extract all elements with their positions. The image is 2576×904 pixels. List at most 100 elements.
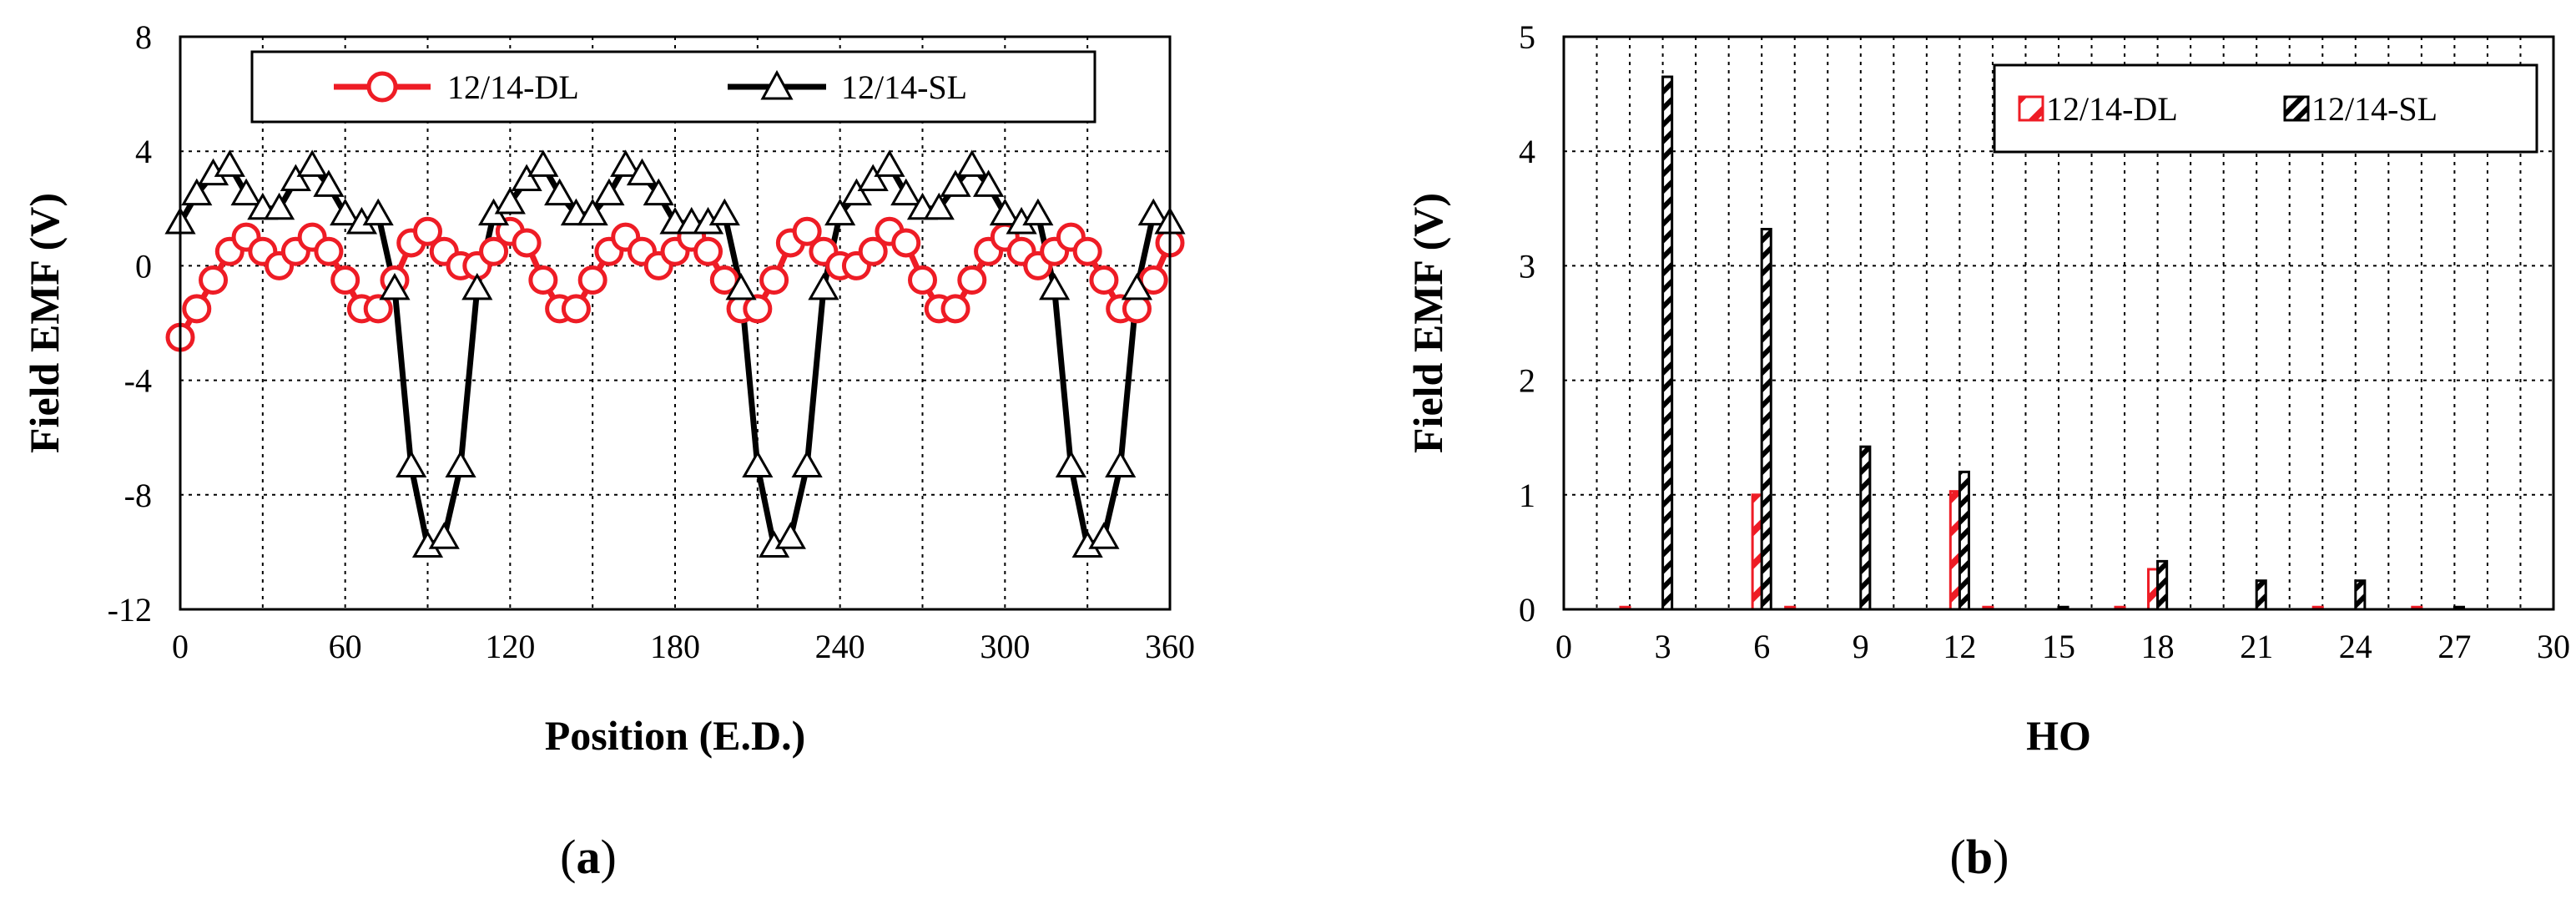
data-point-sl <box>230 178 262 206</box>
data-point-dl <box>1089 265 1119 295</box>
data-point-sl <box>791 450 823 477</box>
data-point-sl <box>1137 198 1169 226</box>
legend-label-b-sl: 12/14-SL <box>2311 90 2437 128</box>
y-tick-label: -8 <box>124 477 152 514</box>
line-chart-a: -12 -8 -4 0 4 8 0 60 120 180 240 300 360 12/14-DL 1… <box>21 18 1195 884</box>
x-tick-label: 360 <box>1145 628 1195 665</box>
data-point-sl <box>890 178 922 206</box>
data-point-sl <box>824 198 856 226</box>
data-point-dl <box>330 265 360 295</box>
y-axis-label-b: Field EMF (V) <box>1404 193 1451 453</box>
y-tick-label: -12 <box>108 591 152 629</box>
x-tick-label: 0 <box>172 628 189 665</box>
data-point-sl <box>610 149 642 177</box>
data-point-dl <box>363 294 393 324</box>
bar-sl-ho-24 <box>2354 579 2367 611</box>
data-point-dl <box>479 236 509 266</box>
data-point-sl <box>362 198 394 226</box>
data-point-sl <box>214 149 245 177</box>
data-point-dl <box>693 236 723 266</box>
x-tick-label: 0 <box>1555 628 1572 665</box>
x-tick-label: 60 <box>329 628 362 665</box>
legend-label-dl: 12/14-DL <box>447 68 579 106</box>
x-tick-label: 12 <box>1943 628 1976 665</box>
data-point-dl <box>743 294 773 324</box>
data-point-sl <box>494 186 526 215</box>
x-tick-label: 24 <box>2339 628 2372 665</box>
legend-label-b-dl: 12/14-DL <box>2046 90 2178 128</box>
data-point-dl <box>792 216 822 246</box>
data-point-sl <box>544 178 576 206</box>
data-point-sl <box>280 164 311 191</box>
data-point-sl <box>1039 272 1071 300</box>
data-point-sl <box>1055 450 1086 477</box>
legend-swatch-sl <box>2283 95 2310 122</box>
data-point-dl <box>891 228 921 258</box>
data-point-dl <box>940 294 970 324</box>
data-point-dl <box>957 265 987 295</box>
y-tick-label: 0 <box>1519 591 1535 629</box>
x-tick-label: 120 <box>485 628 535 665</box>
grid-b <box>1564 37 2553 609</box>
data-point-dl <box>413 216 442 246</box>
x-tick-label: 15 <box>2042 628 2075 665</box>
bar-sl-ho-21 <box>2255 579 2267 611</box>
data-point-dl <box>199 265 229 295</box>
data-point-dl <box>1072 236 1102 266</box>
data-point-dl <box>577 265 607 295</box>
data-point-dl <box>561 294 591 324</box>
legend-marker-sl <box>760 69 794 100</box>
legend-b: 12/14-DL 12/14-SL <box>1993 63 2538 154</box>
y-axis-label-a: Field EMF (V) <box>21 193 68 453</box>
data-point-sl <box>181 178 213 206</box>
legend-label-sl: 12/14-SL <box>841 68 967 106</box>
bar-sl-ho-9 <box>1859 445 1872 611</box>
data-point-dl <box>858 236 888 266</box>
x-tick-label: 180 <box>650 628 700 665</box>
data-point-sl <box>972 169 1005 197</box>
data-point-dl <box>1122 294 1152 324</box>
x-tick-label: 240 <box>815 628 865 665</box>
legend-swatch-dl <box>2018 95 2044 122</box>
y-tick-labels-b: 0 1 2 3 4 5 <box>1519 18 1535 629</box>
legend-a: 12/14-DL 12/14-SL <box>250 50 1096 124</box>
x-tick-label: 3 <box>1655 628 1671 665</box>
x-tick-label: 21 <box>2240 628 2273 665</box>
panel-label-a: (a) <box>560 830 617 884</box>
bar-sl-ho-18 <box>2156 559 2169 611</box>
data-point-dl <box>512 228 542 258</box>
data-point-sl <box>264 192 295 220</box>
data-point-sl <box>874 149 905 177</box>
y-tick-label: 4 <box>135 133 152 170</box>
bar-dl-ho-12 <box>1948 490 1961 611</box>
data-point-sl <box>313 169 345 197</box>
data-point-sl <box>840 178 873 206</box>
y-tick-label: 0 <box>135 247 152 285</box>
data-point-dl <box>908 265 937 295</box>
data-point-sl <box>296 149 328 177</box>
y-tick-label: -4 <box>124 362 152 400</box>
plot-frame-a <box>179 35 1172 611</box>
data-point-sl <box>511 164 542 191</box>
legend-box-b <box>1993 63 2538 154</box>
bar-sl-ho-3 <box>1661 75 1674 611</box>
x-axis-label-b: HO <box>2026 712 2091 759</box>
series-markers-a <box>164 149 1186 558</box>
data-point-sl <box>626 158 658 186</box>
data-point-sl <box>1121 272 1153 300</box>
x-tick-label: 9 <box>1853 628 1869 665</box>
x-tick-label: 300 <box>980 628 1030 665</box>
y-tick-label: 8 <box>135 18 152 56</box>
data-point-sl <box>379 272 411 300</box>
data-point-dl <box>528 265 558 295</box>
data-point-sl <box>396 450 427 477</box>
x-axis-label-a: Position (E.D.) <box>545 712 806 759</box>
x-tick-label: 18 <box>2141 628 2175 665</box>
panel-label-b: (b) <box>1950 830 2009 884</box>
data-point-sl <box>330 198 361 226</box>
data-point-sl <box>527 149 559 177</box>
y-tick-labels-a: -12 -8 -4 0 4 8 <box>108 18 152 629</box>
data-point-sl <box>1105 450 1137 477</box>
